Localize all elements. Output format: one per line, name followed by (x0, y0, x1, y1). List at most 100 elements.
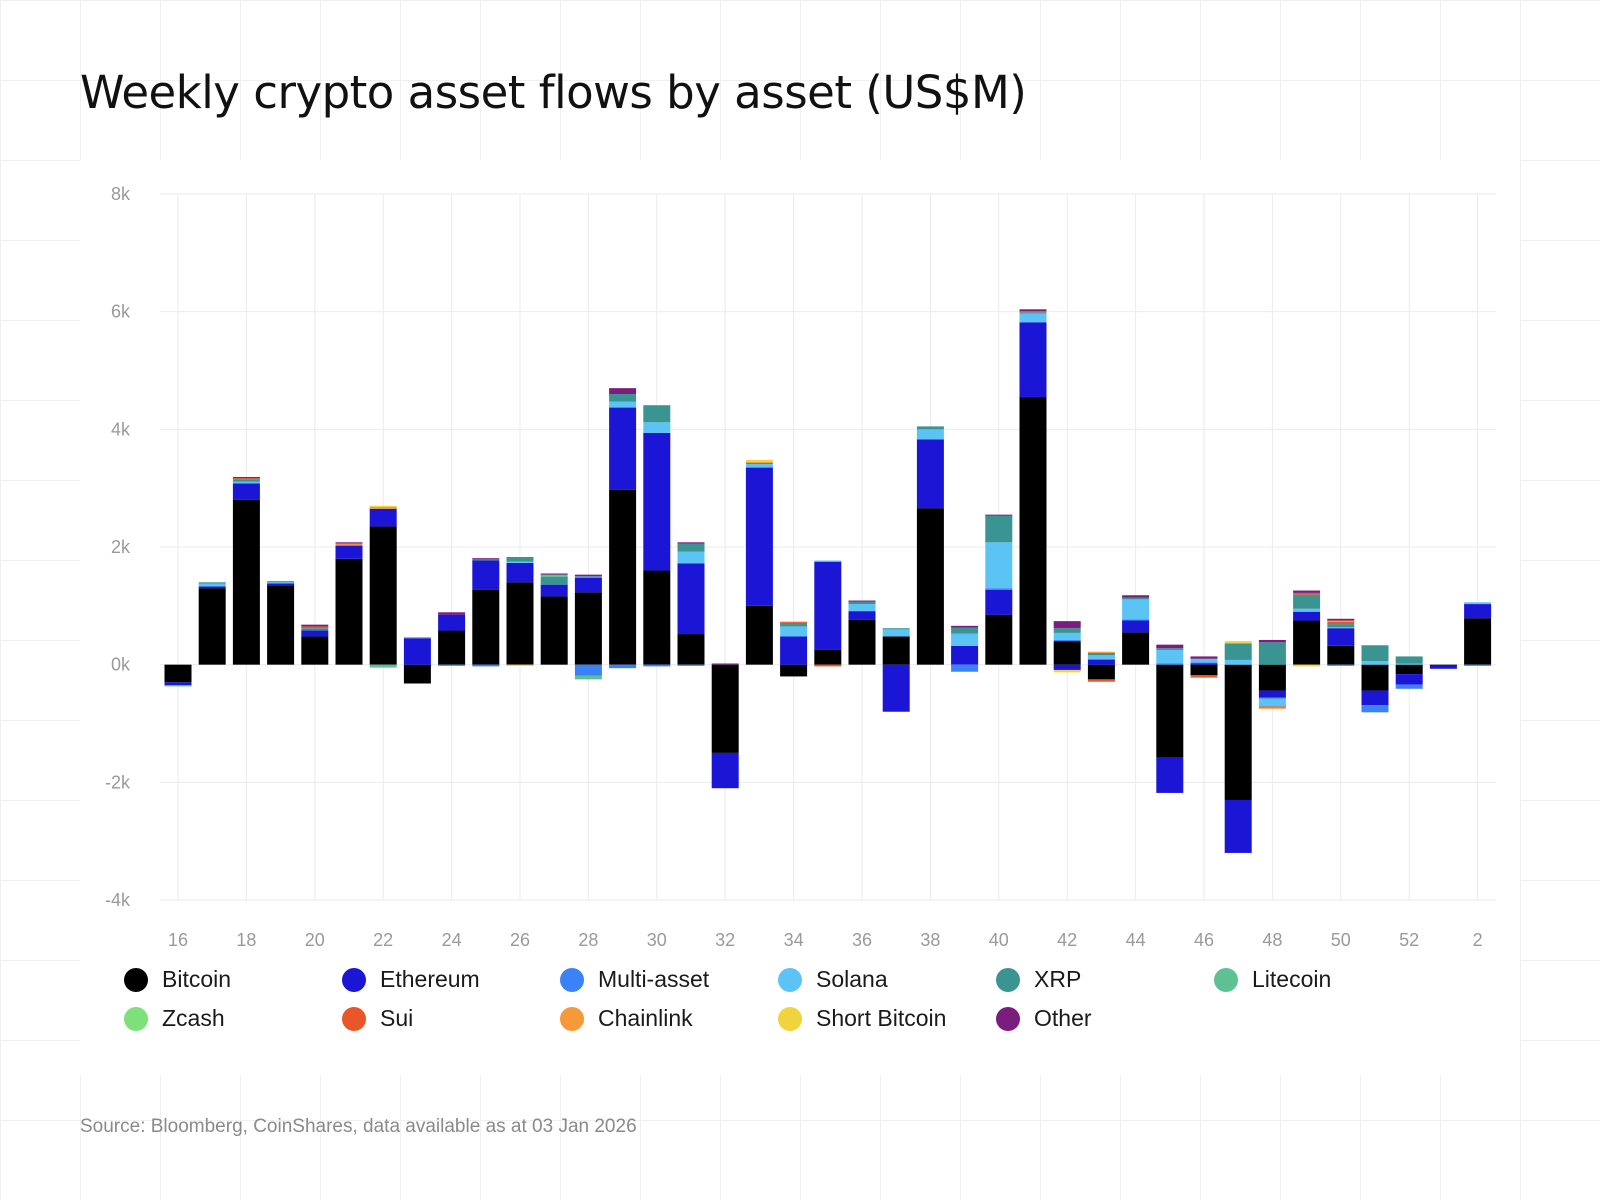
legend-swatch (560, 1006, 584, 1031)
legend-label: Solana (816, 966, 888, 992)
bar-segment (164, 685, 192, 687)
chart-card: 8k 6k 4k 2k 0k -2k -4k 16 18 20 22 24 26 28 30 32 34 36 38… (80, 160, 1520, 1075)
bar-segment (609, 388, 637, 395)
x-tick-label: 44 (1126, 930, 1146, 950)
bar-segment (1087, 652, 1115, 656)
chart-legend: Bitcoin Ethereum Multi-asset Solana XRP Litec… (124, 966, 1464, 1032)
legend-item: Chainlink (560, 1005, 778, 1032)
bar-segment (848, 604, 876, 612)
bar-segment (1429, 664, 1457, 666)
bar-segment (780, 626, 808, 637)
bar-segment (1224, 799, 1252, 853)
bar-segment (1053, 641, 1081, 665)
bar-segment (677, 551, 705, 564)
bar-segment (1395, 674, 1423, 685)
bar-segment (677, 543, 705, 552)
bar-segment (1053, 669, 1081, 673)
bar-segment (1293, 608, 1321, 612)
legend-swatch (778, 967, 802, 992)
bar-chart: 8k 6k 4k 2k 0k -2k -4k 16 18 20 22 24 26 28 30 32 34 36 38… (105, 184, 1496, 950)
x-tick-label: 50 (1331, 930, 1351, 950)
bar-segment (1122, 619, 1150, 621)
bar-segment (369, 505, 397, 507)
bar-segment (369, 664, 397, 668)
bar-segment (985, 589, 1013, 615)
bar-segment (472, 558, 500, 560)
bar-segment (951, 627, 979, 634)
bar-segment (677, 542, 705, 544)
bar-segment (1156, 664, 1184, 758)
legend-item: Zcash (124, 1005, 342, 1032)
bar-segment (1327, 624, 1355, 628)
x-tick-label: 2 (1473, 930, 1483, 950)
bar-segment (301, 630, 329, 637)
bar-segment (882, 629, 910, 637)
bar-segment (711, 663, 739, 665)
bar-segment (1122, 597, 1150, 600)
bar-segment (1258, 642, 1286, 665)
x-tick-label: 36 (852, 930, 872, 950)
bar-segment (780, 622, 808, 627)
bar-segment (609, 489, 637, 665)
x-tick-label: 20 (305, 930, 325, 950)
bar-segment (643, 405, 671, 423)
bar-segment (369, 526, 397, 665)
bar-segment (1224, 664, 1252, 800)
bar-segment (1327, 627, 1355, 629)
bar-segment (1395, 664, 1423, 675)
legend-item: Solana (778, 966, 996, 993)
legend-label: Other (1034, 1005, 1092, 1031)
bar-segment (916, 508, 944, 665)
bar-segment (916, 439, 944, 509)
bar-segment (164, 682, 192, 686)
x-tick-label: 32 (715, 930, 735, 950)
bar-segment (951, 664, 979, 672)
bar-segment (609, 407, 637, 490)
bar-segment (1190, 664, 1218, 676)
bar-segment (1395, 656, 1423, 664)
legend-label: Multi-asset (598, 966, 710, 992)
legend-swatch (342, 1006, 366, 1031)
bar-segment (1361, 645, 1389, 662)
bar-segment (369, 506, 397, 509)
bar-segment (916, 426, 944, 430)
bar-segment (1087, 664, 1115, 680)
bar-segment (438, 630, 466, 665)
legend-label: Bitcoin (162, 966, 232, 992)
bar-segment (438, 612, 466, 615)
bar-segment (198, 588, 226, 665)
bar-segment (1019, 313, 1047, 323)
bar-segment (1087, 679, 1115, 682)
bar-segment (506, 664, 534, 666)
bar-segment (198, 583, 226, 587)
x-tick-label: 30 (647, 930, 667, 950)
bar-segment (335, 542, 363, 544)
bar-segment (1395, 663, 1423, 665)
bar-segment (745, 464, 773, 468)
bar-segment (1156, 648, 1184, 650)
y-tick-label: 4k (111, 419, 131, 439)
bar-segment (643, 422, 671, 433)
bar-segment (472, 560, 500, 590)
bar-segment (1258, 697, 1286, 699)
bar-segment (1019, 309, 1047, 312)
bar-segment (267, 582, 295, 584)
legend-item: Short Bitcoin (778, 1005, 996, 1032)
legend-label: Chainlink (598, 1005, 693, 1031)
bar-segment (882, 628, 910, 630)
bar-segment (1258, 690, 1286, 698)
bar-segment (1224, 643, 1252, 660)
bar-segment (985, 542, 1013, 589)
x-tick-label: 22 (373, 930, 393, 950)
bar-segment (780, 636, 808, 665)
bar-segment (335, 558, 363, 665)
x-tick-label: 42 (1057, 930, 1077, 950)
bar-segment (609, 664, 637, 669)
bar-segment (609, 394, 637, 402)
bar-segment (1019, 322, 1047, 397)
bar-segment (1053, 664, 1081, 670)
bar-segment (814, 561, 842, 650)
bar-segment (301, 626, 329, 629)
bar-segment (745, 459, 773, 462)
y-tick-label: 2k (111, 537, 131, 557)
